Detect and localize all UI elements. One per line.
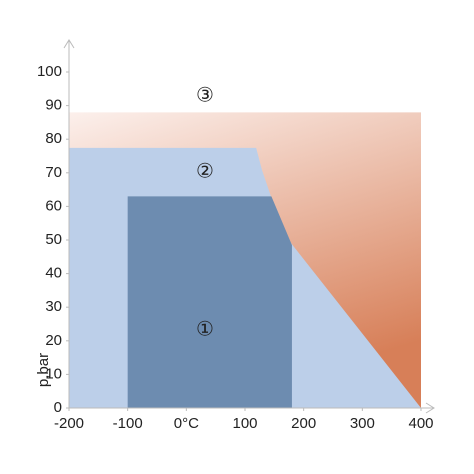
x-tick-label: 400 (408, 415, 433, 432)
region-label: ② (196, 160, 214, 182)
y-tick-label: 0 (54, 399, 62, 416)
x-tick-label: 300 (350, 415, 375, 432)
y-axis-label: p,bar (35, 353, 52, 387)
region-label: ③ (196, 84, 214, 106)
y-tick-label: 100 (37, 63, 62, 80)
region-label: ① (196, 318, 214, 340)
region (127, 196, 292, 408)
x-tick-label: 100 (232, 415, 257, 432)
y-tick-label: 60 (45, 197, 62, 214)
y-tick-label: 30 (45, 298, 62, 315)
y-tick-label: 90 (45, 97, 62, 114)
x-tick-label: 0°C (174, 415, 199, 432)
y-tick-label: 50 (45, 231, 62, 248)
y-tick-label: 40 (45, 265, 62, 282)
x-tick-label: 200 (291, 415, 316, 432)
y-tick-label: 70 (45, 164, 62, 181)
x-tick-label: -200 (54, 415, 84, 432)
y-tick-label: 10 (45, 365, 62, 382)
x-axis-arrow (425, 402, 435, 414)
y-axis-arrow (63, 39, 75, 49)
y-tick-label: 20 (45, 332, 62, 349)
y-tick-label: 80 (45, 130, 62, 147)
x-tick-label: -100 (113, 415, 143, 432)
